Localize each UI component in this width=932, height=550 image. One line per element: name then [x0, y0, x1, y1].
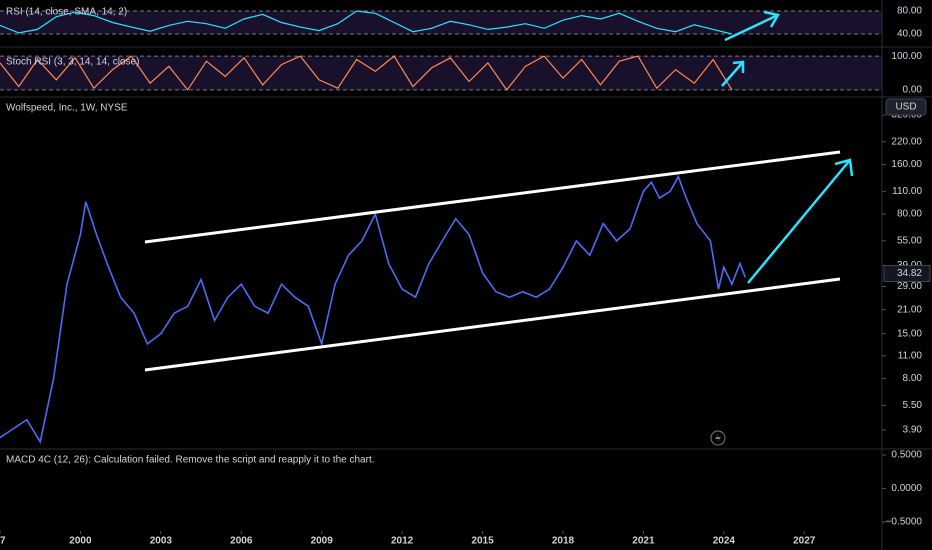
y-tick-label: 40.00: [897, 29, 922, 40]
x-tick-label: 2003: [150, 536, 173, 547]
x-tick-label: 2009: [311, 536, 334, 547]
band: [0, 10, 882, 35]
y-tick-label: 0.5000: [891, 450, 922, 461]
series-line: [0, 10, 733, 35]
x-tick-label: 2018: [552, 536, 575, 547]
x-tick-label: 2012: [391, 536, 414, 547]
y-tick-label: 8.00: [903, 373, 923, 384]
alert-bolt: [715, 433, 721, 443]
panel-title: MACD 4C (12, 26): Calculation failed. Re…: [6, 455, 375, 466]
y-tick-label: 5.50: [903, 400, 923, 411]
x-tick-label: 2015: [471, 536, 494, 547]
y-tick-label: 29.00: [897, 281, 922, 292]
series-line: [0, 174, 747, 444]
currency-box: [885, 98, 927, 116]
x-tick-label: 97: [0, 536, 6, 547]
price-tag: [883, 265, 931, 283]
y-tick-label: 3.90: [903, 425, 923, 436]
panel-title: Stoch RSI (3, 3, 14, 14, close): [6, 57, 139, 68]
series-line: [0, 55, 733, 91]
y-tick-label: 55.00: [897, 235, 922, 246]
x-tick-label: 2021: [632, 536, 655, 547]
arrows: [721, 10, 854, 284]
arrow-stoch: [721, 60, 745, 87]
y-tick-label: 21.00: [897, 304, 922, 315]
x-tick-label: 2006: [230, 536, 253, 547]
y-tick-label: 80.00: [897, 209, 922, 220]
y-tick-label: 110.00: [892, 186, 922, 197]
panels: 80.00 40.00 RSI (14, close, SMA, 14, 2) 100…: [0, 6, 932, 547]
channel-upper: [144, 150, 841, 244]
x-tick-label: 2027: [793, 536, 816, 547]
y-tick-label: 100.00: [891, 51, 922, 62]
x-tick-label: 2024: [713, 536, 736, 547]
panel-title: RSI (14, close, SMA, 14, 2): [6, 7, 127, 18]
y-tick-label: 15.00: [897, 328, 922, 339]
currency: USD: [895, 102, 916, 113]
y-tick-label: 11.00: [898, 350, 923, 361]
arrow-rsi: [724, 10, 780, 42]
y-tick-label: 80.00: [897, 6, 922, 17]
arrow-price: [747, 158, 854, 284]
x-tick-label: 2000: [69, 536, 92, 547]
y-tick-label: 0.0000: [891, 483, 922, 494]
panel-title: Wolfspeed, Inc., 1W, NYSE: [6, 103, 128, 114]
y-tick-label: 0.00: [903, 85, 923, 96]
channel-lower: [144, 277, 841, 372]
last-price: 34.82: [897, 268, 922, 279]
y-tick-label: 220.00: [891, 136, 922, 147]
y-tick-label: −0.5000: [886, 517, 923, 528]
alert-icon[interactable]: [710, 430, 726, 446]
y-tick-label: 160.00: [891, 159, 922, 170]
